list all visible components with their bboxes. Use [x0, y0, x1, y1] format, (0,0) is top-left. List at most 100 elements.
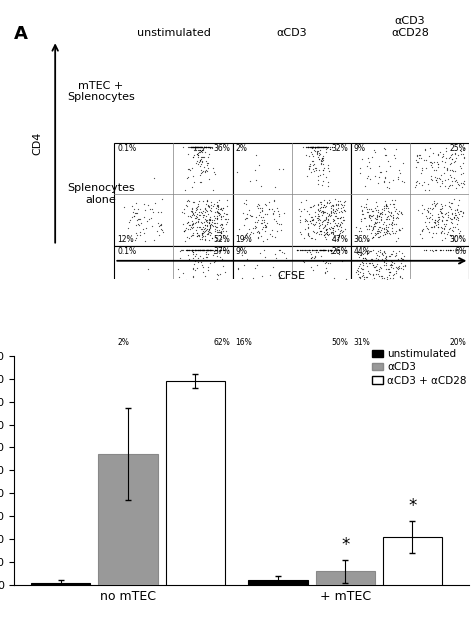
Point [365, 268, 373, 278]
Point [239, 308, 247, 318]
Point [392, 236, 400, 246]
Point [192, 211, 200, 221]
Point [204, 228, 211, 238]
Point [340, 201, 347, 211]
Point [319, 201, 327, 211]
Point [197, 177, 205, 187]
Point [309, 160, 317, 170]
Point [265, 296, 273, 306]
Point [295, 309, 302, 319]
Point [421, 145, 429, 155]
Point [298, 197, 305, 207]
Point [205, 218, 213, 228]
Bar [233, 143, 351, 245]
Point [193, 333, 201, 343]
Point [372, 198, 380, 208]
Text: 32%: 32% [331, 145, 348, 153]
Point [438, 226, 446, 236]
Point [302, 337, 310, 347]
Point [394, 323, 402, 333]
Point [221, 303, 228, 313]
Point [395, 165, 403, 175]
Point [137, 218, 145, 228]
Text: *: * [341, 536, 349, 554]
Point [178, 207, 185, 217]
Point [205, 306, 212, 316]
Point [198, 156, 206, 166]
Point [332, 335, 339, 345]
Point [198, 218, 206, 228]
Point [420, 204, 428, 214]
Point [460, 235, 467, 245]
Point [197, 142, 204, 152]
Point [300, 328, 308, 338]
Point [315, 171, 322, 181]
Point [260, 301, 268, 311]
Point [458, 182, 465, 192]
Point [195, 313, 203, 323]
Point [359, 325, 367, 335]
Point [302, 245, 310, 255]
Point [300, 304, 307, 314]
Point [457, 206, 465, 216]
Point [363, 199, 370, 209]
Point [191, 245, 199, 255]
Point [389, 309, 396, 319]
Point [333, 312, 340, 322]
Point [325, 325, 333, 335]
Point [312, 142, 320, 152]
Point [420, 155, 428, 165]
Point [387, 211, 395, 221]
Point [311, 143, 319, 153]
Point [369, 277, 376, 287]
Point [208, 206, 215, 216]
Point [235, 263, 242, 273]
Point [368, 259, 376, 269]
Point [246, 312, 254, 322]
Text: CD4: CD4 [32, 131, 42, 155]
Point [427, 143, 434, 153]
Point [191, 145, 198, 155]
Point [203, 195, 210, 205]
Point [322, 323, 329, 333]
Point [198, 208, 205, 218]
Point [201, 166, 209, 176]
Point [272, 317, 279, 327]
Point [157, 208, 165, 218]
Point [237, 304, 245, 314]
Point [388, 218, 396, 228]
Point [181, 335, 189, 345]
Point [449, 333, 456, 343]
Point [181, 299, 188, 309]
Point [367, 305, 375, 315]
Point [397, 262, 405, 272]
Point [386, 230, 394, 240]
Point [387, 306, 394, 316]
Point [375, 329, 383, 339]
Point [319, 311, 327, 321]
Point [461, 314, 468, 324]
Point [381, 229, 388, 239]
Point [197, 321, 204, 331]
Point [375, 221, 383, 231]
Point [197, 245, 205, 255]
Point [261, 199, 269, 209]
Point [382, 251, 390, 261]
Point [315, 152, 322, 162]
Point [314, 300, 321, 310]
Point [452, 306, 459, 316]
Point [319, 176, 327, 186]
Point [379, 230, 387, 240]
Point [199, 144, 207, 154]
Point [304, 142, 312, 152]
Point [366, 283, 374, 293]
Point [318, 245, 326, 255]
Point [272, 216, 280, 226]
Point [296, 337, 304, 347]
Point [364, 247, 371, 257]
Point [438, 208, 446, 218]
Text: 20%: 20% [450, 338, 466, 347]
Point [213, 311, 220, 321]
Point [320, 142, 328, 152]
Point [203, 245, 210, 255]
